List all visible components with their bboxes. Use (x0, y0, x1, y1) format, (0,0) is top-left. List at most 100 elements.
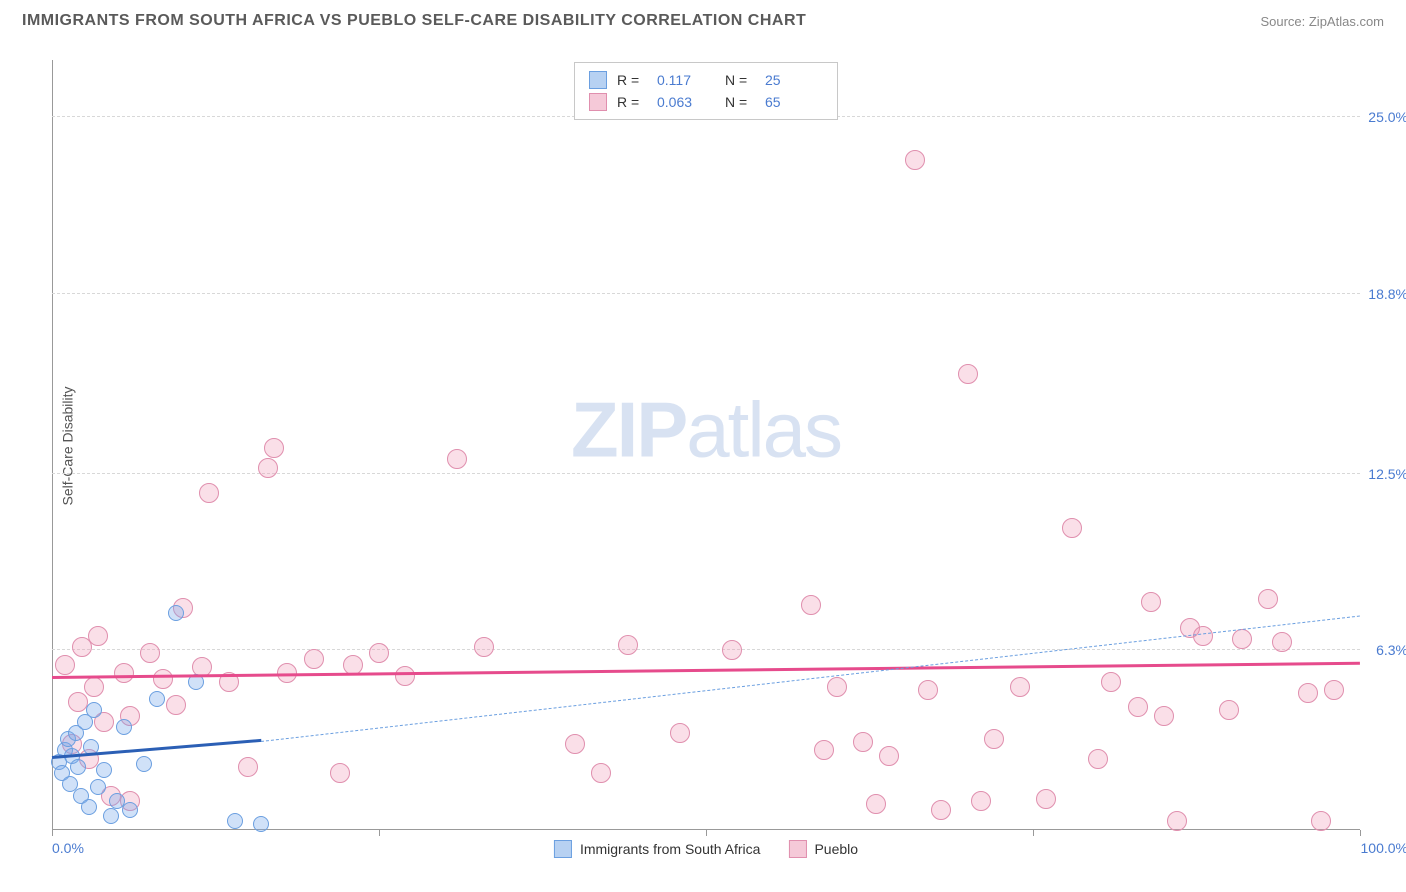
data-point (905, 150, 925, 170)
data-point (343, 655, 363, 675)
swatch-pueblo (589, 93, 607, 111)
data-point (304, 649, 324, 669)
watermark: ZIPatlas (571, 384, 841, 475)
n-value-b: 65 (765, 94, 823, 110)
r-value-b: 0.063 (657, 94, 715, 110)
legend-stats: R = 0.117 N = 25 R = 0.063 N = 65 (574, 62, 838, 120)
x-tick (1033, 830, 1034, 836)
x-tick (706, 830, 707, 836)
gridline (52, 473, 1360, 474)
x-tick (52, 830, 53, 836)
data-point (55, 655, 75, 675)
legend-stats-row-b: R = 0.063 N = 65 (589, 91, 823, 113)
data-point (853, 732, 873, 752)
chart-plot-area: ZIPatlas 6.3%12.5%18.8%25.0% R = 0.117 N… (52, 60, 1360, 830)
data-point (565, 734, 585, 754)
data-point (149, 691, 165, 707)
data-point (258, 458, 278, 478)
data-point (1167, 811, 1187, 831)
x-min-label: 0.0% (52, 840, 84, 856)
data-point (1088, 749, 1108, 769)
legend-label-pueblo: Pueblo (814, 841, 858, 857)
data-point (168, 605, 184, 621)
data-point (330, 763, 350, 783)
data-point (958, 364, 978, 384)
data-point (1036, 789, 1056, 809)
data-point (971, 791, 991, 811)
x-tick (379, 830, 380, 836)
swatch-pueblo-bottom (788, 840, 806, 858)
gridline (52, 293, 1360, 294)
legend-item-pueblo: Pueblo (788, 840, 858, 858)
data-point (140, 643, 160, 663)
data-point (116, 719, 132, 735)
data-point (86, 702, 102, 718)
data-point (88, 626, 108, 646)
y-tick-label: 25.0% (1368, 109, 1406, 125)
data-point (81, 799, 97, 815)
data-point (931, 800, 951, 820)
data-point (90, 779, 106, 795)
data-point (199, 483, 219, 503)
data-point (866, 794, 886, 814)
data-point (103, 808, 119, 824)
data-point (84, 677, 104, 697)
x-max-label: 100.0% (1361, 840, 1406, 856)
data-point (227, 813, 243, 829)
y-tick-label: 18.8% (1368, 286, 1406, 302)
data-point (1101, 672, 1121, 692)
data-point (1232, 629, 1252, 649)
chart-source: Source: ZipAtlas.com (1260, 14, 1384, 29)
data-point (447, 449, 467, 469)
data-point (827, 677, 847, 697)
data-point (1258, 589, 1278, 609)
legend-item-sa: Immigrants from South Africa (554, 840, 761, 858)
data-point (591, 763, 611, 783)
data-point (879, 746, 899, 766)
r-label-a: R = (617, 72, 647, 88)
n-label-a: N = (725, 72, 755, 88)
data-point (264, 438, 284, 458)
data-point (1010, 677, 1030, 697)
data-point (1272, 632, 1292, 652)
data-point (918, 680, 938, 700)
swatch-sa (589, 71, 607, 89)
data-point (1154, 706, 1174, 726)
watermark-atlas: atlas (686, 385, 841, 473)
data-point (1219, 700, 1239, 720)
data-point (253, 816, 269, 832)
data-point (70, 759, 86, 775)
data-point (96, 762, 112, 778)
data-point (238, 757, 258, 777)
data-point (670, 723, 690, 743)
data-point (1298, 683, 1318, 703)
data-point (801, 595, 821, 615)
data-point (166, 695, 186, 715)
data-point (814, 740, 834, 760)
data-point (153, 669, 173, 689)
y-tick-label: 12.5% (1368, 466, 1406, 482)
swatch-sa-bottom (554, 840, 572, 858)
x-tick (1360, 830, 1361, 836)
watermark-zip: ZIP (571, 385, 686, 473)
data-point (474, 637, 494, 657)
data-point (618, 635, 638, 655)
chart-title: IMMIGRANTS FROM SOUTH AFRICA VS PUEBLO S… (22, 12, 806, 30)
data-point (984, 729, 1004, 749)
legend-stats-row-a: R = 0.117 N = 25 (589, 69, 823, 91)
y-tick-label: 6.3% (1376, 642, 1406, 658)
r-value-a: 0.117 (657, 72, 715, 88)
chart-header: IMMIGRANTS FROM SOUTH AFRICA VS PUEBLO S… (22, 12, 1384, 30)
r-label-b: R = (617, 94, 647, 110)
n-value-a: 25 (765, 72, 823, 88)
n-label-b: N = (725, 94, 755, 110)
data-point (1128, 697, 1148, 717)
data-point (395, 666, 415, 686)
legend-label-sa: Immigrants from South Africa (580, 841, 761, 857)
trend-line (52, 662, 1360, 679)
gridline (52, 649, 1360, 650)
data-point (1062, 518, 1082, 538)
data-point (1311, 811, 1331, 831)
data-point (1324, 680, 1344, 700)
data-point (1193, 626, 1213, 646)
